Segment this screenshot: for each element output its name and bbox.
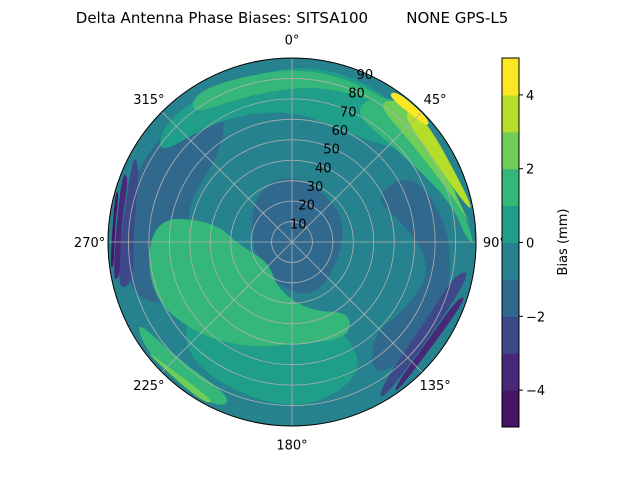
contour-region: [360, 97, 473, 242]
colorbar-segment: [502, 58, 519, 96]
contour-region: [150, 354, 211, 403]
angle-tick-label: 0°: [285, 34, 300, 49]
colorbar-segment: [502, 279, 519, 317]
contour-region: [390, 92, 429, 125]
contour-region: [110, 191, 119, 268]
contour-region: [122, 112, 224, 303]
radial-tick-label: 10: [290, 217, 307, 232]
angle-tick-label: 90°: [483, 236, 506, 251]
polar-frame: [107, 57, 477, 427]
angle-tick-label: 45°: [424, 93, 447, 108]
tick-labels: 0° 45° 90° 135° 180° 225° 270° 315° 10 20 30 40 50 60…: [74, 34, 506, 454]
contour-region: [395, 297, 464, 391]
colorbar-tick-label: 2: [526, 163, 534, 178]
colorbar-segment: [502, 205, 519, 243]
angular-gridline: [291, 111, 423, 243]
angle-tick-label: 315°: [133, 93, 164, 108]
angle-tick-label: 270°: [74, 236, 105, 251]
angular-gridline: [161, 241, 293, 373]
colorbar-tick-label: −4: [526, 384, 545, 399]
contour-region: [406, 111, 471, 208]
colorbar-segment: [502, 353, 519, 391]
colorbar-label: Bias (mm): [556, 209, 571, 276]
colorbar-tick-label: −2: [526, 310, 545, 325]
radial-tick-label: 30: [307, 180, 324, 195]
radial-tick-label: 20: [298, 199, 315, 214]
angular-gridline: [291, 241, 423, 373]
colorbar-segment: [502, 168, 519, 207]
contour-region: [149, 218, 350, 347]
colorbar-segment: [502, 131, 519, 170]
contour-region: [382, 100, 470, 224]
polar-grid: [107, 57, 477, 427]
angle-tick-label: 135°: [419, 379, 450, 394]
radial-tick-label: 80: [348, 87, 365, 102]
contour-region: [192, 70, 415, 119]
colorbar-tick-label: 0: [526, 237, 534, 252]
radial-tick-label: 70: [340, 105, 357, 120]
colorbar-tick-label: 4: [526, 89, 534, 104]
angle-tick-label: 180°: [276, 438, 307, 453]
contour-region: [252, 178, 343, 294]
radial-tick-label: 50: [323, 143, 340, 158]
colorbar-segment: [502, 242, 519, 280]
contour-region: [139, 326, 228, 405]
contour-region: [114, 174, 128, 280]
colorbar-segment: [502, 316, 519, 354]
contour-region: [119, 159, 139, 288]
chart-title: Delta Antenna Phase Biases: SITSA100 NON…: [76, 9, 508, 27]
radial-tick-label: 60: [332, 124, 349, 139]
radial-tick-label: 90: [357, 68, 374, 83]
angle-tick-label: 225°: [133, 379, 164, 394]
radial-tick-label: 40: [315, 161, 332, 176]
contour-region: [380, 272, 467, 397]
angular-gridline: [161, 111, 293, 243]
colorbar-segment: [502, 390, 519, 428]
colorbar-segment: [502, 94, 519, 133]
colorbar: −4 −2 0 2 4 Bias (mm): [501, 57, 571, 428]
